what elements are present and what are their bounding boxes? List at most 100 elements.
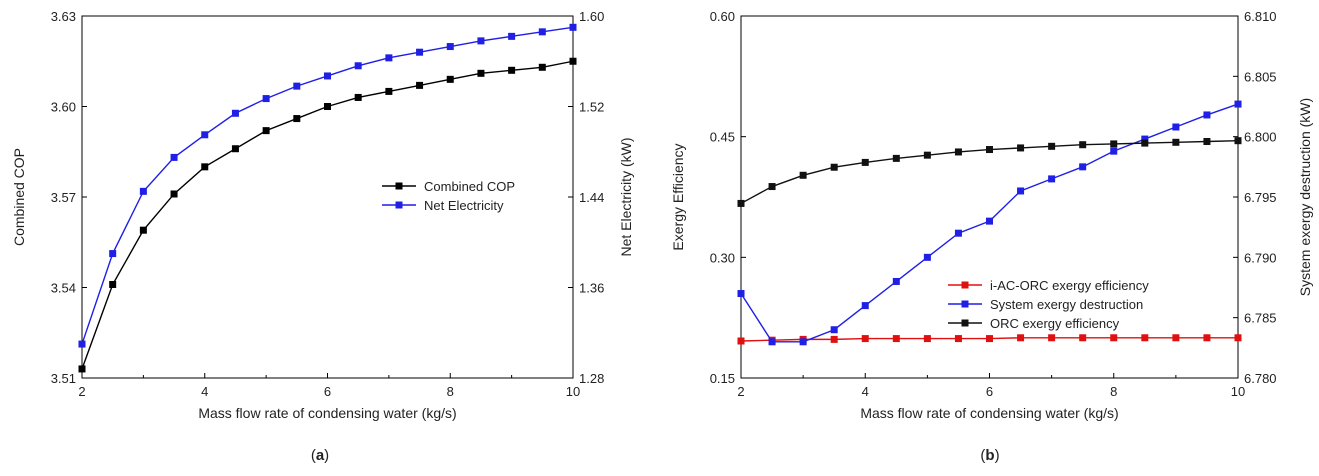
data-point [1110, 140, 1118, 148]
legend-marker [395, 182, 403, 190]
data-point [954, 335, 962, 343]
data-point [508, 32, 516, 40]
data-point [508, 66, 516, 74]
data-point [1048, 142, 1056, 150]
y-right-axis-title: Net Electricity (kW) [618, 138, 634, 257]
legend: i-AC-ORC exergy efficiency System exergy … [948, 278, 1149, 331]
data-point [139, 226, 147, 234]
data-point [768, 183, 776, 191]
legend: Combined COP Net Electricity [382, 179, 515, 213]
data-point [354, 62, 362, 70]
data-point [1172, 334, 1180, 342]
y-left-tick-label: 0.15 [710, 371, 735, 386]
data-point [477, 69, 485, 77]
data-point [1079, 141, 1087, 149]
x-tick-label: 8 [1110, 384, 1117, 399]
data-point [1234, 137, 1242, 145]
data-point [446, 43, 454, 51]
x-tick-label: 4 [201, 384, 208, 399]
x-axis-title: Mass flow rate of condensing water (kg/s… [198, 405, 456, 421]
data-point [538, 28, 546, 36]
series-combined-cop [78, 57, 577, 373]
data-point [1110, 147, 1118, 155]
data-point [78, 340, 86, 348]
data-point [231, 145, 239, 153]
y-right-tick-label: 6.790 [1244, 250, 1277, 265]
data-point [170, 190, 178, 198]
legend-marker [961, 300, 969, 308]
data-point [109, 280, 117, 288]
legend-label: Net Electricity [424, 198, 504, 213]
data-point [1048, 175, 1056, 183]
y-right-tick-label: 1.52 [579, 100, 604, 115]
data-point [139, 187, 147, 195]
data-point [830, 335, 838, 343]
panel-label-close: ) [324, 447, 329, 464]
y-left-tick-label: 0.60 [710, 9, 735, 24]
data-point [986, 335, 993, 343]
x-tick-label: 2 [737, 384, 744, 399]
y-left-tick-label: 0.45 [710, 130, 735, 145]
panel-label-open: ( [980, 447, 985, 464]
data-point [293, 115, 301, 123]
y-right-tick-label: 6.795 [1244, 190, 1277, 205]
panel-label-close: ) [995, 447, 1000, 464]
data-point [1079, 334, 1087, 342]
data-point [830, 163, 838, 171]
x-axis-title: Mass flow rate of condensing water (kg/s… [860, 405, 1118, 421]
series-orc-exergy-efficiency [737, 137, 1242, 207]
data-point [569, 57, 577, 65]
y-left-tick-label: 3.63 [51, 9, 76, 24]
data-point [892, 335, 900, 343]
data-point [538, 63, 546, 71]
x-tick-label: 10 [1231, 384, 1245, 399]
x-tick-label: 6 [324, 384, 331, 399]
data-point [1110, 334, 1118, 342]
data-point [768, 338, 776, 346]
data-point [1172, 138, 1180, 146]
data-point [737, 337, 745, 345]
x-tick-label: 2 [78, 384, 85, 399]
data-point [1234, 334, 1242, 342]
y-right-tick-label: 1.36 [579, 281, 604, 296]
x-tick-label: 4 [862, 384, 869, 399]
data-point [954, 148, 962, 156]
y-left-tick-label: 3.57 [51, 190, 76, 205]
data-point [1234, 100, 1242, 108]
y-left-axis-title: Combined COP [11, 148, 27, 246]
panel-label: (b) [980, 447, 999, 464]
data-point [262, 127, 270, 135]
data-point [1203, 111, 1211, 119]
series-system-exergy-destruction [737, 100, 1242, 346]
data-point [861, 158, 869, 166]
y-right-tick-label: 1.44 [579, 190, 604, 205]
data-point [1141, 135, 1149, 143]
data-point [201, 163, 209, 171]
data-point [923, 335, 931, 343]
data-point [1017, 334, 1025, 342]
legend-marker [395, 201, 403, 209]
panel-label-letter: b [985, 447, 994, 464]
y-left-tick-label: 3.60 [51, 100, 76, 115]
data-point [231, 109, 239, 117]
data-point [954, 229, 962, 237]
x-tick-label: 10 [566, 384, 580, 399]
data-point [262, 95, 270, 103]
data-point [892, 277, 900, 285]
plot-frame [81, 15, 574, 379]
legend-label: Combined COP [424, 179, 515, 194]
legend-marker [961, 281, 969, 289]
data-point [861, 335, 869, 343]
data-point [1172, 123, 1180, 131]
data-point [293, 82, 301, 90]
data-point [78, 365, 86, 373]
data-point [923, 253, 931, 261]
data-point [324, 72, 331, 80]
y-left-axis-title: Exergy Efficiency [670, 143, 686, 250]
data-point [416, 81, 424, 89]
series-net-electricity [78, 23, 577, 348]
data-point [109, 250, 117, 258]
data-point [385, 54, 393, 62]
